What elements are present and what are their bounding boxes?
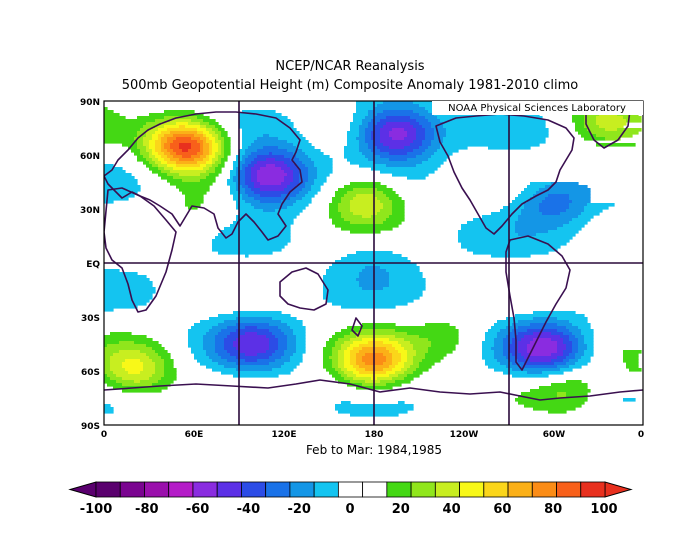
- coast-north-america: [435, 113, 575, 235]
- colorbar-label: -100: [80, 502, 113, 517]
- colorbar-swatch: [483, 481, 509, 498]
- coast-antarctica: [104, 379, 643, 401]
- colorbar-swatch: [556, 481, 582, 498]
- x-tick-120e: 120E: [272, 430, 297, 440]
- colorbar-swatch: [119, 481, 145, 498]
- subtitle-date-range: Feb to Mar: 1984,1985: [305, 443, 443, 457]
- colorbar-swatch: [144, 481, 170, 498]
- colorbar-label: 80: [544, 502, 562, 517]
- coast-europe-asia: [104, 111, 303, 241]
- colorbar-label: 0: [345, 502, 354, 517]
- colorbar-swatches: [68, 481, 633, 498]
- colorbar-swatch: [434, 481, 460, 498]
- x-axis-labels: 0 60E 120E 180 120W 60W 0: [101, 430, 644, 440]
- colorbar-label: -80: [135, 502, 159, 517]
- colorbar-swatch: [95, 481, 121, 498]
- colorbar-swatch: [410, 481, 436, 498]
- y-tick-90n: 90N: [80, 98, 100, 108]
- colorbar-arrow-left: [68, 481, 97, 498]
- colorbar-swatch: [386, 481, 412, 498]
- colorbar-label: 100: [590, 502, 617, 517]
- colorbar-swatch: [362, 481, 388, 498]
- credit-label: NOAA Physical Sciences Laboratory: [448, 103, 626, 114]
- reference-lines: [104, 101, 643, 425]
- anomaly-map: NOAA Physical Sciences Laboratory 90N 60…: [80, 98, 644, 440]
- colorbar-swatch: [241, 481, 267, 498]
- colorbar-swatch: [289, 481, 315, 498]
- y-tick-30s: 30S: [81, 314, 100, 324]
- colorbar-swatch: [507, 481, 533, 498]
- colorbar-swatch: [168, 481, 194, 498]
- credit-box: [432, 101, 643, 115]
- colorbar-swatch: [459, 481, 485, 498]
- colorbar-label: -20: [287, 502, 311, 517]
- coast-africa: [104, 187, 177, 313]
- x-tick-120w: 120W: [450, 430, 479, 440]
- x-tick-180: 180: [365, 430, 384, 440]
- colorbar-swatch: [265, 481, 291, 498]
- coastlines: [104, 101, 643, 401]
- x-tick-0: 0: [101, 430, 107, 440]
- colorbar-label: 20: [392, 502, 410, 517]
- colorbar-labels: -100 -80 -60 -40 -20 0 20 40 60 80 100: [80, 502, 618, 517]
- y-tick-eq: EQ: [86, 260, 100, 270]
- y-tick-60s: 60S: [81, 368, 100, 378]
- x-tick-60e: 60E: [185, 430, 204, 440]
- y-tick-30n: 30N: [80, 206, 100, 216]
- colorbar-label: 60: [493, 502, 511, 517]
- colorbar-swatch: [313, 481, 339, 498]
- colorbar-swatch: [580, 481, 606, 498]
- x-tick-0-right: 0: [638, 430, 644, 440]
- title-line-1: NCEP/NCAR Reanalysis: [275, 59, 425, 74]
- colorbar-swatch: [337, 481, 364, 498]
- x-tick-60w: 60W: [543, 430, 566, 440]
- colorbar-label: 40: [443, 502, 461, 517]
- coast-new-zealand: [351, 317, 363, 337]
- title-line-2: 500mb Geopotential Height (m) Composite …: [121, 78, 579, 93]
- colorbar-swatch: [216, 481, 242, 498]
- map-frame: [103, 100, 644, 426]
- y-tick-60n: 60N: [80, 152, 100, 162]
- y-axis-labels: 90N 60N 30N EQ 30S 60S 90S: [80, 98, 100, 432]
- coast-australia: [279, 267, 329, 311]
- colorbar-swatch: [531, 481, 557, 498]
- colorbar-label: -40: [237, 502, 261, 517]
- colorbar-swatch: [192, 481, 218, 498]
- y-tick-90s: 90S: [81, 422, 100, 432]
- colorbar-arrow-right: [604, 481, 633, 498]
- colorbar-label: -60: [186, 502, 210, 517]
